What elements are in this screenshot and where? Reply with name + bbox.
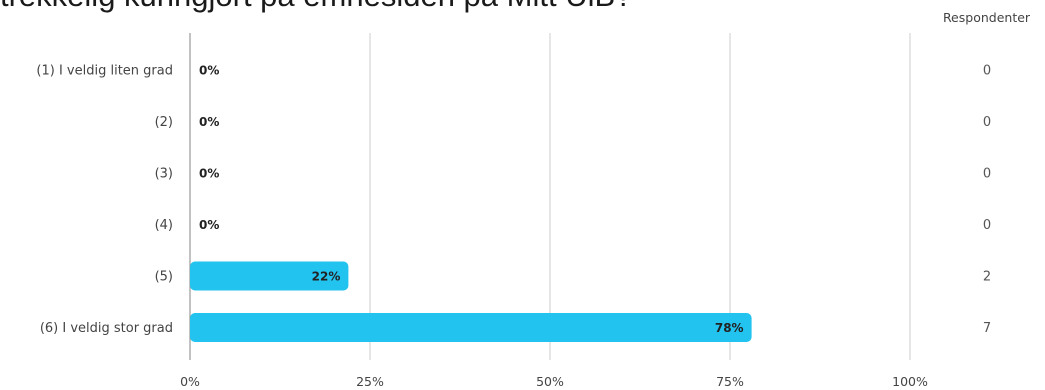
respondent-count: 0 bbox=[983, 64, 991, 79]
respondent-count: 0 bbox=[983, 115, 991, 130]
respondent-count: 0 bbox=[983, 218, 991, 233]
x-tick-label: 75% bbox=[716, 374, 744, 389]
respondent-count: 0 bbox=[983, 167, 991, 182]
category-label: (3) bbox=[155, 167, 173, 182]
chart-title: trekkelig kunngjort på emnesiden på Mitt… bbox=[0, 0, 632, 14]
category-label: (1) I veldig liten grad bbox=[36, 64, 173, 79]
x-tick-label: 0% bbox=[180, 374, 200, 389]
category-label: (2) bbox=[155, 115, 173, 130]
respondent-count: 2 bbox=[983, 270, 991, 285]
x-tick-label: 100% bbox=[892, 374, 928, 389]
bar-value-label: 0% bbox=[199, 167, 219, 181]
respondents-column-header: Respondenter bbox=[942, 10, 1031, 25]
category-label: (4) bbox=[155, 218, 173, 233]
bar-value-label: 0% bbox=[199, 218, 219, 232]
category-label: (6) I veldig stor grad bbox=[40, 321, 173, 336]
bar bbox=[190, 313, 752, 342]
x-tick-label: 50% bbox=[536, 374, 564, 389]
bar bbox=[190, 261, 349, 291]
bar-value-label: 78% bbox=[715, 321, 744, 335]
x-tick-label: 25% bbox=[356, 374, 384, 389]
bar-value-label: 22% bbox=[312, 270, 341, 284]
bar-value-label: 0% bbox=[199, 64, 219, 78]
respondent-count: 7 bbox=[983, 321, 991, 336]
bar-value-label: 0% bbox=[199, 115, 219, 129]
category-label: (5) bbox=[155, 270, 173, 285]
